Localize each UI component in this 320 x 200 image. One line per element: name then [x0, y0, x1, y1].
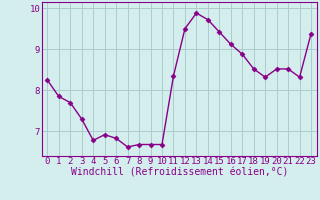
X-axis label: Windchill (Refroidissement éolien,°C): Windchill (Refroidissement éolien,°C) — [70, 168, 288, 178]
